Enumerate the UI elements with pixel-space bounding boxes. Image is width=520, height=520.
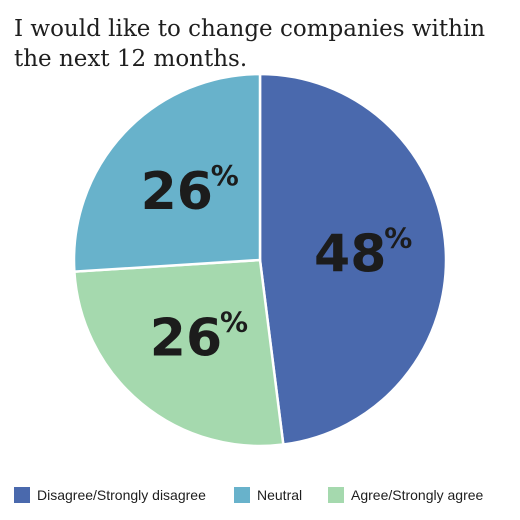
slice-percent-sign: % (384, 222, 412, 255)
legend-label: Agree/Strongly agree (351, 487, 484, 503)
legend-label: Disagree/Strongly disagree (37, 487, 206, 503)
legend-item-agree: Agree/Strongly agree (328, 485, 483, 505)
slice-percent-sign: % (220, 305, 248, 338)
legend-item-neutral: Neutral (234, 485, 302, 505)
pie-slice-neutral (72, 72, 262, 273)
slice-percent-sign: % (211, 159, 239, 192)
slice-value-label: 48 (314, 225, 386, 285)
legend-swatch (14, 487, 30, 503)
chart-title: I would like to change companies within … (14, 16, 486, 72)
slice-value-label: 26 (141, 162, 213, 222)
legend-item-disagree: Disagree/Strongly disagree (14, 485, 206, 505)
pie-chart: 48%26%26% (72, 72, 448, 448)
slice-value-label: 26 (150, 308, 222, 368)
pie-slice-agree-strongly-agree (73, 258, 285, 448)
legend-label: Neutral (257, 487, 303, 503)
legend-swatch (234, 487, 250, 503)
legend: Disagree/Strongly disagree Neutral Agree… (14, 485, 514, 505)
pie-slice-disagree-strongly-disagree (258, 72, 448, 446)
legend-swatch (328, 487, 344, 503)
